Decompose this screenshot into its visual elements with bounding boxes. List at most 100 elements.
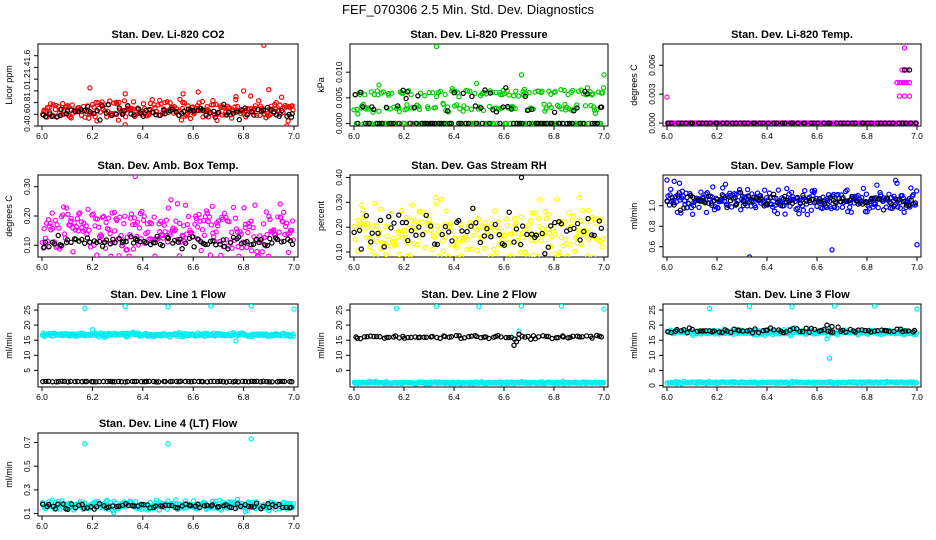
data-point <box>99 103 105 109</box>
data-point <box>55 498 62 504</box>
data-point <box>60 100 66 107</box>
data-point <box>226 218 232 225</box>
x-tick-label: 6.8 <box>238 131 250 141</box>
data-point <box>513 220 519 226</box>
data-point <box>404 253 410 257</box>
data-point <box>251 504 257 510</box>
series-main <box>39 304 297 344</box>
data-point <box>190 498 197 504</box>
data-point <box>676 180 683 186</box>
data-point <box>481 245 488 251</box>
data-point <box>201 503 208 509</box>
data-point <box>571 225 577 232</box>
data-point <box>267 235 273 242</box>
data-point <box>536 223 543 230</box>
data-point <box>248 304 254 309</box>
data-point <box>716 329 723 335</box>
data-point <box>824 197 831 203</box>
data-point <box>437 88 443 95</box>
data-point <box>174 505 181 511</box>
data-point <box>408 217 415 224</box>
data-point <box>362 91 368 98</box>
data-point <box>589 232 595 238</box>
data-point <box>901 93 908 99</box>
data-point <box>542 250 548 257</box>
data-point <box>403 214 409 221</box>
data-point <box>580 207 586 214</box>
data-point <box>901 67 908 73</box>
data-point <box>46 501 52 508</box>
data-point <box>137 110 144 116</box>
data-point <box>264 104 271 111</box>
data-point <box>847 204 853 210</box>
data-point <box>68 115 74 121</box>
data-point <box>664 198 671 205</box>
plot-frame <box>349 174 609 258</box>
data-point <box>533 232 540 238</box>
data-point <box>183 112 190 118</box>
data-point <box>891 203 897 209</box>
data-point <box>71 220 77 226</box>
data-point <box>668 329 674 336</box>
y-tick-label: 0.6 <box>647 241 657 253</box>
data-point <box>689 211 696 217</box>
data-point <box>797 328 803 335</box>
data-point <box>503 334 509 341</box>
y-tick-label: 0.7 <box>22 436 32 448</box>
data-point <box>862 327 869 334</box>
data-point <box>464 246 470 253</box>
data-point <box>439 238 446 244</box>
x-tick-label: 6.8 <box>238 521 250 531</box>
data-point <box>220 101 227 108</box>
x-tick-label: 6.8 <box>548 392 560 402</box>
data-point <box>174 200 181 207</box>
data-point <box>903 202 910 208</box>
data-point <box>190 108 196 114</box>
data-point <box>533 120 539 126</box>
data-point <box>122 304 128 310</box>
data-point <box>107 241 114 247</box>
data-point <box>51 241 58 247</box>
data-point <box>779 120 786 126</box>
data-point <box>65 506 71 513</box>
data-point <box>225 246 231 252</box>
y-tick-label: 0.8 <box>22 96 32 108</box>
x-tick-label: 6.8 <box>548 262 560 272</box>
data-point <box>254 248 260 255</box>
data-point <box>694 328 701 334</box>
data-point <box>388 120 394 126</box>
data-point <box>289 111 295 117</box>
data-point <box>210 101 217 108</box>
data-point <box>208 503 215 509</box>
data-point <box>535 215 542 222</box>
data-point <box>173 218 179 224</box>
data-point <box>894 326 900 332</box>
data-point <box>50 225 56 232</box>
data-point <box>838 120 844 126</box>
data-point <box>47 220 53 227</box>
data-point <box>194 224 201 230</box>
data-point <box>396 212 402 218</box>
data-point <box>732 194 738 201</box>
data-point <box>746 254 753 257</box>
y-tick-label: 0.3 <box>22 484 32 496</box>
data-point <box>288 504 294 511</box>
data-point <box>671 178 677 184</box>
data-point <box>206 214 213 220</box>
data-point <box>849 193 855 200</box>
data-point <box>380 89 386 95</box>
data-point <box>458 120 464 126</box>
data-point <box>690 202 697 209</box>
series-main <box>351 44 607 126</box>
data-point <box>204 210 210 216</box>
data-point <box>771 191 777 197</box>
x-tick-label: 6.6 <box>498 262 510 272</box>
data-point <box>467 88 473 94</box>
data-point <box>82 441 88 447</box>
data-point <box>104 378 110 385</box>
data-point <box>722 181 729 187</box>
data-point <box>574 105 580 111</box>
data-point <box>826 355 833 361</box>
data-point <box>368 239 374 245</box>
